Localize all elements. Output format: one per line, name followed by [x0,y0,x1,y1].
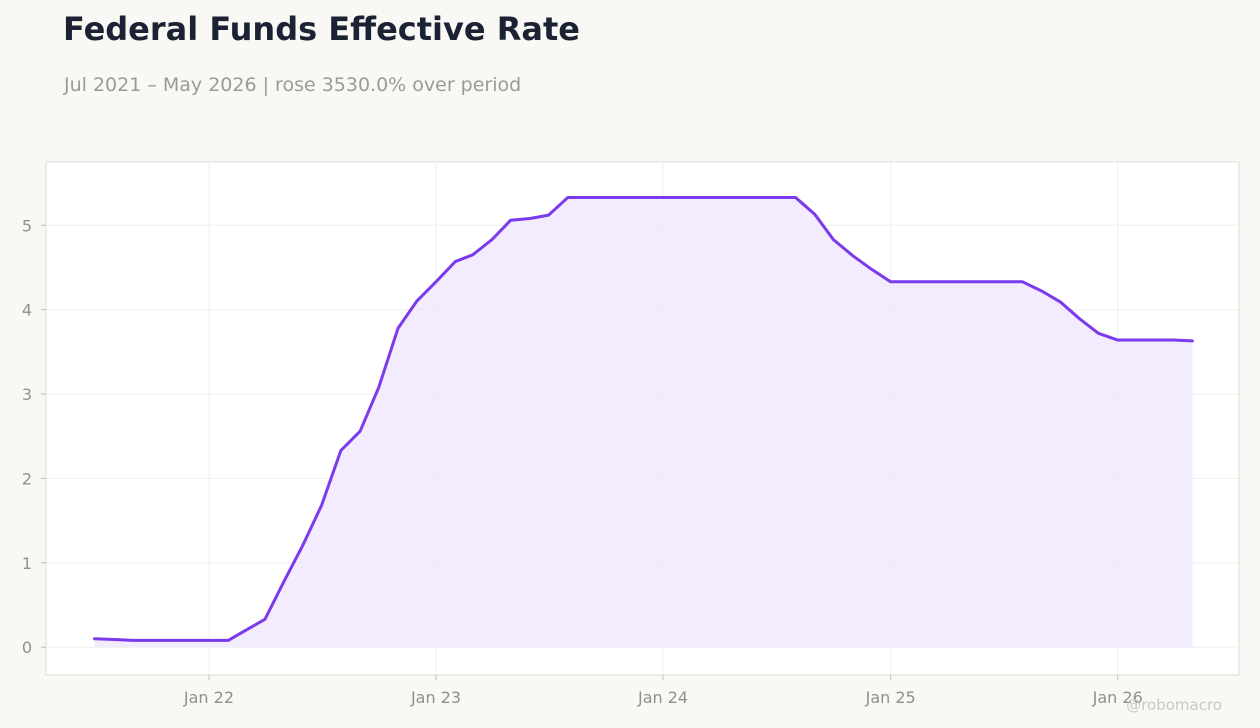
data-point [1059,301,1062,304]
data-point [1040,290,1043,293]
data-point [1135,339,1138,342]
data-point [566,196,569,199]
data-point [528,217,531,220]
data-point [699,196,702,199]
data-point [132,639,135,642]
data-point [964,280,967,283]
data-point [359,430,362,433]
data-point [1002,280,1005,283]
data-point [983,280,986,283]
data-point [435,280,438,283]
data-point [320,504,323,507]
data-point [207,639,210,642]
data-point [263,618,266,621]
data-point [926,280,929,283]
data-point [490,238,493,241]
data-point [1191,339,1194,342]
data-point [1021,280,1024,283]
data-point [642,196,645,199]
data-point [339,449,342,452]
y-tick-label: 2 [22,469,32,488]
data-point [1153,339,1156,342]
data-point [188,639,191,642]
data-point [775,196,778,199]
data-point [301,544,304,547]
data-point [945,280,948,283]
data-point [509,219,512,222]
data-point [737,196,740,199]
y-axis-ticks: 0 1 2 3 4 5 [22,216,46,657]
data-point [471,253,474,256]
y-tick-label: 4 [22,301,32,320]
data-point [112,638,115,641]
data-point [604,196,607,199]
data-point [832,238,835,241]
x-tick-label: Jan 24 [637,688,688,707]
data-point [756,196,759,199]
data-point [889,280,892,283]
data-point [681,196,684,199]
data-point [870,268,873,271]
x-tick-label: Jan 23 [410,688,461,707]
data-point [662,196,665,199]
data-point [586,196,589,199]
data-point [454,260,457,263]
x-tick-label: Jan 25 [865,688,916,707]
y-tick-label: 0 [22,638,32,657]
x-axis-ticks: Jan 22 Jan 23 Jan 24 Jan 25 Jan 26 [183,675,1143,707]
x-tick-label: Jan 22 [183,688,234,707]
data-point [718,196,721,199]
watermark: @robomacro [1126,696,1222,714]
data-point [547,214,550,217]
data-point [150,639,153,642]
data-point [624,196,627,199]
data-point [397,327,400,330]
data-point [1172,339,1175,342]
data-point [170,639,173,642]
data-point [851,254,854,257]
data-point [813,213,816,216]
data-point [227,639,230,642]
data-point [1097,332,1100,335]
y-tick-label: 3 [22,385,32,404]
y-tick-label: 5 [22,216,32,235]
series-area-fill [94,197,1193,648]
data-point [282,581,285,584]
data-point [1116,339,1119,342]
chart-title: Federal Funds Effective Rate [63,10,580,48]
data-point [415,300,418,303]
data-point [244,629,247,632]
series-line [93,195,1194,642]
x-tick-label: Jan 26 [1092,688,1143,707]
data-point [377,386,380,389]
data-point [93,637,96,640]
data-point [794,196,797,199]
data-point [1078,317,1081,320]
data-point [908,280,911,283]
chart-subtitle: Jul 2021 – May 2026 | rose 3530.0% over … [64,74,522,96]
y-tick-label: 1 [22,554,32,573]
